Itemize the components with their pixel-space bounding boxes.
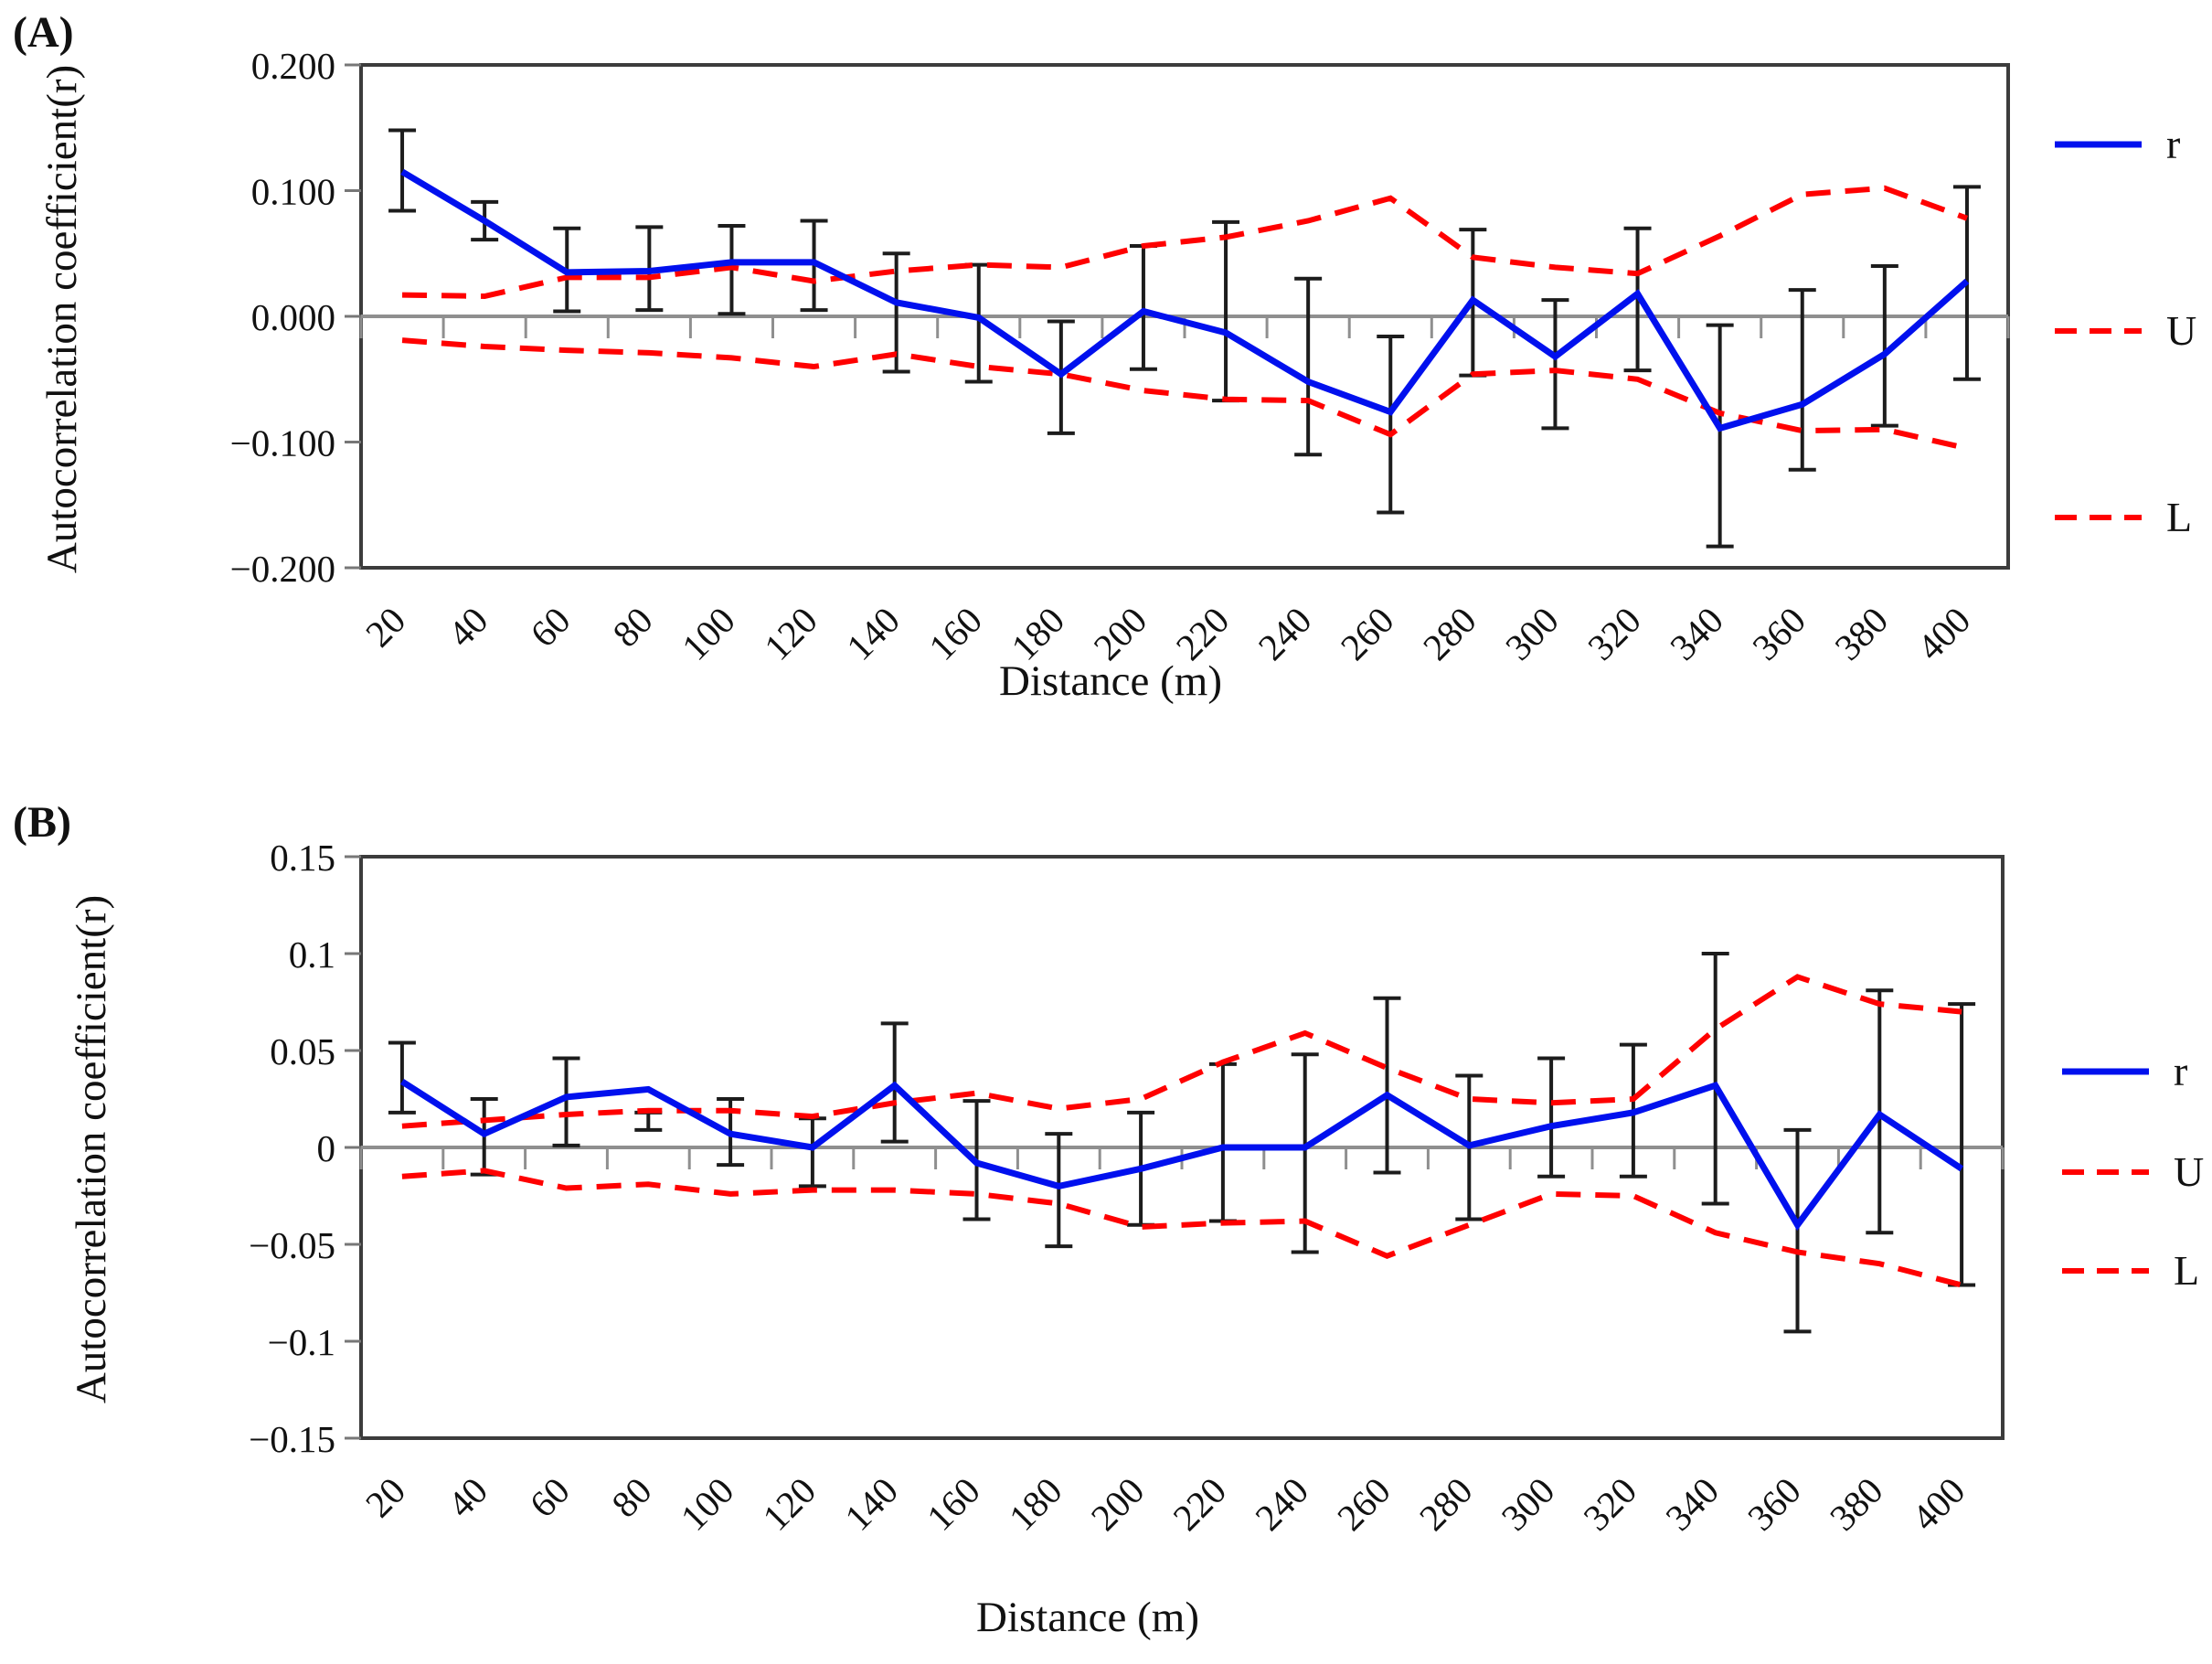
x-tick-label: 360 — [1744, 599, 1813, 668]
legend-label-U: U — [2174, 1148, 2204, 1195]
error-bar — [1212, 219, 1240, 403]
x-tick-label: 340 — [1657, 1469, 1727, 1539]
error-bar — [1706, 323, 1734, 549]
y-tick-label: −0.100 — [230, 422, 335, 464]
x-tick-label: 160 — [919, 1469, 988, 1539]
error-bar — [1948, 1002, 1976, 1287]
x-tick-label: 260 — [1333, 599, 1402, 668]
x-tick-label: 260 — [1329, 1469, 1398, 1539]
x-tick-label: 400 — [1903, 1469, 1973, 1539]
error-bar — [1788, 288, 1816, 472]
error-bar — [1294, 276, 1323, 457]
series-r — [400, 1078, 1964, 1232]
panel-label-b: (B) — [13, 798, 71, 847]
y-tick-label: 0 — [317, 1127, 336, 1169]
error-bar — [1129, 244, 1157, 371]
y-tick-label: 0.15 — [270, 837, 335, 879]
y-tick-label: −0.1 — [268, 1321, 335, 1363]
x-tick-label: 160 — [920, 599, 990, 668]
x-tick-label: 320 — [1579, 599, 1649, 668]
x-tick-label: 80 — [604, 599, 661, 656]
chart-panel-a: 0.200 0.100 0.000 −0.100 −0.200 20 40 60 80 100 12… — [230, 45, 2197, 668]
y-tick-label: −0.15 — [249, 1418, 335, 1460]
error-bar — [1783, 1127, 1812, 1334]
x-tick-label: 280 — [1411, 1469, 1481, 1539]
series-r — [400, 168, 1970, 432]
y-tick-label: 0.200 — [251, 45, 335, 87]
y-tick-label: −0.05 — [249, 1224, 335, 1266]
x-tick-label: 240 — [1247, 1469, 1316, 1539]
x-tick-label: 60 — [521, 1469, 578, 1526]
x-tick-label: 240 — [1250, 599, 1320, 668]
panel-label-a: (A) — [13, 8, 74, 57]
y-tick-label: −0.200 — [230, 548, 335, 590]
x-tick-label: 320 — [1575, 1469, 1644, 1539]
error-bar — [1377, 335, 1405, 515]
chart-panel-b: 0.15 0.1 0.05 0 −0.05 −0.1 −0.15 20 40 60 80 100 120… — [249, 837, 2204, 1539]
y-tick-label: 0.000 — [251, 296, 335, 338]
error-bar — [1701, 952, 1729, 1206]
y-tick-label: 0.05 — [270, 1030, 335, 1072]
x-tick-label: 100 — [674, 599, 743, 668]
x-tick-label: 380 — [1826, 599, 1896, 668]
error-bar — [1537, 1056, 1566, 1179]
series-U — [401, 974, 1962, 1129]
error-bar — [1541, 298, 1569, 431]
error-bar — [1045, 1132, 1073, 1249]
x-tick-label: 140 — [836, 1469, 906, 1539]
y-tick-label: 0.1 — [289, 933, 335, 976]
x-tick-label: 140 — [838, 599, 908, 668]
x-axis-title-b: Distance (m) — [975, 1594, 1200, 1641]
series-L — [401, 337, 1968, 452]
series-U — [402, 185, 1968, 300]
error-bar — [388, 1040, 416, 1115]
x-tick-label: 80 — [603, 1469, 660, 1526]
error-bar — [552, 1056, 580, 1147]
x-tick-label: 100 — [672, 1469, 741, 1539]
x-tick-label: 120 — [754, 1469, 824, 1539]
y-axis-title-b: Autocorrelation coefficient(r) — [68, 894, 115, 1404]
legend-label-r: r — [2166, 121, 2180, 167]
x-tick-label: 200 — [1082, 1469, 1152, 1539]
x-tick-label: 360 — [1739, 1469, 1809, 1539]
error-bar — [1870, 264, 1898, 428]
legend-label-L: L — [2174, 1247, 2199, 1294]
error-bar — [798, 1116, 826, 1189]
x-tick-label: 300 — [1493, 1469, 1562, 1539]
x-tick-label: 20 — [357, 599, 414, 656]
x-tick-label: 120 — [756, 599, 825, 668]
x-tick-label: 40 — [440, 599, 496, 656]
x-tick-label: 400 — [1909, 599, 1978, 668]
legend-label-U: U — [2166, 307, 2196, 354]
x-tick-label: 180 — [1001, 1469, 1070, 1539]
error-bar — [388, 128, 417, 213]
x-tick-label: 300 — [1497, 599, 1567, 668]
y-axis-title-a: Autocorrelation coefficient(r) — [38, 64, 86, 574]
x-tick-label: 220 — [1164, 1469, 1234, 1539]
error-bar — [634, 1110, 663, 1132]
x-tick-label: 20 — [357, 1469, 414, 1526]
x-tick-label: 340 — [1662, 599, 1731, 668]
series-L — [401, 1168, 1962, 1288]
legend-label-r: r — [2174, 1048, 2187, 1094]
y-tick-label: 0.100 — [251, 171, 335, 213]
x-axis-title-a: Distance (m) — [998, 657, 1223, 705]
legend-label-L: L — [2166, 494, 2192, 540]
x-tick-label: 60 — [522, 599, 579, 656]
error-bar — [1373, 996, 1401, 1175]
error-bar — [1208, 1061, 1237, 1223]
x-tick-label: 40 — [440, 1469, 496, 1526]
x-tick-label: 280 — [1415, 599, 1484, 668]
x-tick-label: 380 — [1822, 1469, 1891, 1539]
